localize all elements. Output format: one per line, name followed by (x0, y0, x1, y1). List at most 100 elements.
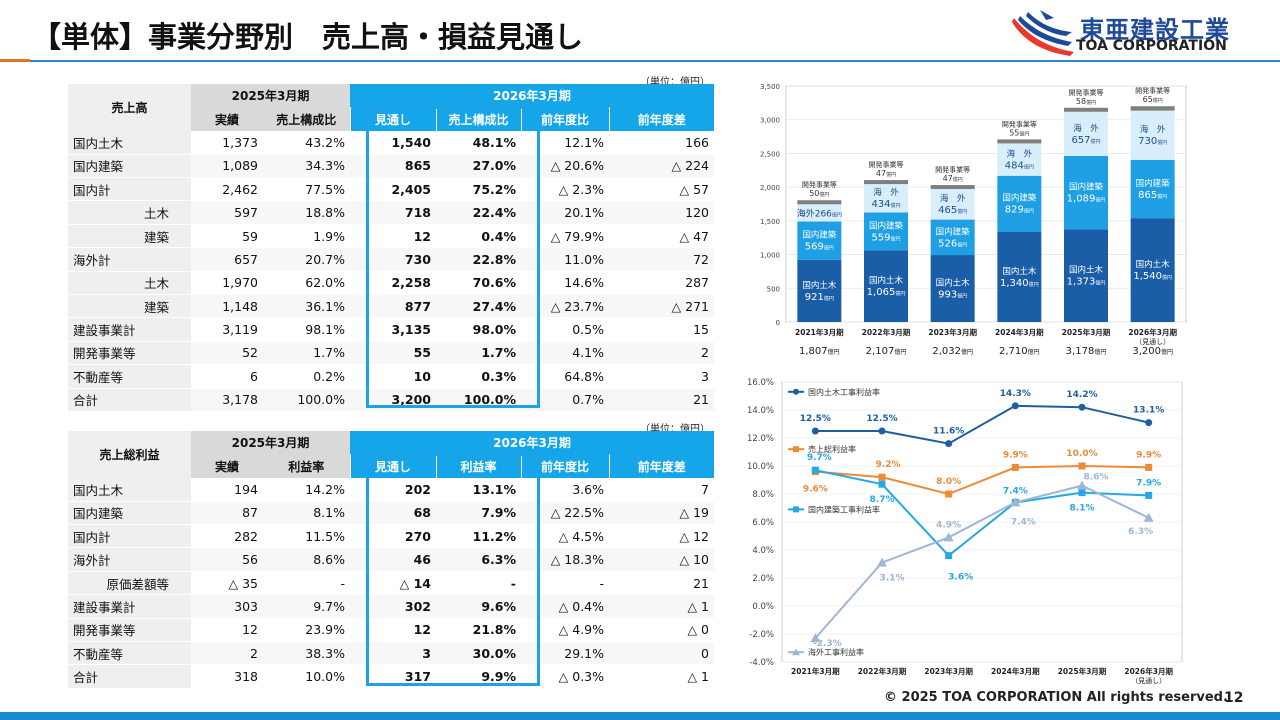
table-cell: 18.8% (263, 200, 350, 225)
table-cell: △ 23.7% (521, 294, 609, 319)
data-label: 9.9% (1136, 450, 1161, 460)
table-row: 土木 1,970 62.0% 2,258 70.6% 14.6% 287 (68, 271, 714, 296)
table-cell: 98.1% (263, 317, 350, 342)
page-title: 【単体】事業分野別 売上高・損益見通し (32, 20, 584, 54)
x-tick-label: 2025年3月期 (1062, 327, 1111, 337)
gross-profit-table: 売上総利益 2025年3月期 2026年3月期 実績 利益率 見通し 利益率 前年度比前… (68, 431, 714, 689)
table-cell: 718 (350, 200, 436, 225)
sales-bar-chart: 05001,0001,5002,0002,5003,0003,500国内土木92… (760, 83, 1187, 357)
table-cell: △ 22.5% (521, 501, 609, 526)
data-point (945, 490, 953, 498)
legend-label: 海外工事利益率 (808, 647, 864, 657)
y-tick-label: 12.0% (747, 434, 774, 444)
table-cell: 21 (609, 387, 714, 412)
bar-segment-overseas (1130, 110, 1175, 160)
table-cell: 10.0% (263, 664, 350, 689)
table-cell: 68 (350, 501, 436, 526)
table-cell: 14.6% (521, 271, 609, 296)
table-row: 開発事業等 12 23.9% 12 21.8% △ 4.9% △ 0 (68, 618, 714, 643)
y-tick-label: 500 (767, 285, 780, 293)
bar-segment-overseas (930, 188, 975, 220)
y-tick-label: 4.0% (752, 546, 774, 556)
data-point (1145, 463, 1153, 471)
table-cell: △ 0.4% (521, 594, 609, 619)
data-point (1143, 512, 1154, 522)
table-cell: 8.1% (263, 501, 350, 526)
table-cell: 0.2% (263, 364, 350, 389)
table-cell: 3 (609, 364, 714, 389)
bar-segment-development (864, 180, 908, 185)
data-point (878, 427, 886, 435)
table2-col-header: 利益率 (435, 454, 521, 478)
bar-segment-domestic-civil (864, 250, 908, 322)
segment-name: 国内土木 (802, 280, 837, 291)
table-cell: 100.0% (436, 387, 521, 412)
y-tick-label: 2,000 (760, 184, 780, 192)
bar-segment-domestic-building (864, 212, 908, 251)
table-cell: 64.8% (521, 364, 609, 389)
legend-label: 国内土木工事利益率 (808, 387, 880, 397)
bar-segment-overseas (1064, 111, 1108, 156)
segment-value: 1,373億円 (1067, 277, 1106, 288)
table-cell: 11.2% (436, 524, 521, 549)
table-cell: 11.0% (521, 247, 609, 272)
title-underline (30, 60, 1280, 62)
y-tick-label: -4.0% (749, 658, 774, 668)
table-cell: 9.7% (263, 594, 350, 619)
legend-label: 国内建築工事利益率 (808, 504, 880, 514)
table-row: 国内土木 194 14.2% 202 13.1% 3.6% 7 (68, 477, 714, 502)
segment-value: 921億円 (805, 292, 834, 303)
data-label: -2.3% (813, 639, 842, 649)
table-cell: 34.3% (263, 154, 350, 179)
table-cell: 194 (191, 477, 263, 502)
table-cell: △ 224 (609, 154, 714, 179)
table-cell: 597 (191, 200, 263, 225)
data-label: 13.1% (1133, 406, 1164, 416)
bar-segment-development (1130, 106, 1175, 111)
segment-value: 55億円 (1009, 128, 1029, 137)
data-label: 3.1% (880, 574, 905, 584)
table-cell: 12 (191, 618, 263, 643)
row-label: 合計 (68, 387, 191, 412)
segment-value: 657億円 (1071, 135, 1100, 146)
row-label: 土木 (68, 200, 191, 225)
segment-value: 海外266億円 (797, 208, 842, 220)
table1-col-header: 売上構成比 (435, 107, 521, 131)
table1-col-header: 実績 (191, 107, 263, 131)
y-tick-label: 3,500 (760, 83, 780, 91)
data-point (1145, 491, 1153, 499)
bar-segment-overseas (864, 183, 908, 213)
data-label: 12.5% (800, 414, 831, 424)
table-row: 国内土木 1,373 43.2% 1,540 48.1% 12.1% 166 (68, 130, 714, 155)
table2-period-next: 2026年3月期 (350, 431, 714, 455)
segment-value: 559億円 (871, 232, 900, 243)
data-label: 14.2% (1066, 390, 1097, 400)
table-cell: △ 47 (609, 224, 714, 249)
table-cell: - (521, 571, 609, 596)
table-cell: 0.4% (436, 224, 521, 249)
y-tick-label: 0.0% (752, 602, 774, 612)
data-point (945, 552, 953, 560)
bar-segment-development (997, 139, 1042, 144)
table-cell: 1.7% (436, 341, 521, 366)
bar-total: 1,807億円 (799, 346, 840, 357)
x-tick-label: 2023年3月期 (928, 327, 977, 337)
segment-value: 434億円 (871, 199, 900, 210)
table-cell: 36.1% (263, 294, 350, 319)
bar-segment-development (797, 200, 842, 205)
x-tick-label: 2022年3月期 (858, 666, 907, 676)
table-cell: △ 0 (609, 618, 714, 643)
sales-table: 売上高 2025年3月期 2026年3月期 実績 売上構成比 見通し 売上構成比 前年度… (68, 84, 714, 412)
table-cell: △ 1 (609, 664, 714, 689)
table-cell: 270 (350, 524, 436, 549)
table-row: 国内計 282 11.5% 270 11.2% △ 4.5% △ 12 (68, 524, 714, 549)
table-row: 海外計 56 8.6% 46 6.3% △ 18.3% △ 10 (68, 547, 714, 572)
table-cell: 72 (609, 247, 714, 272)
segment-value: 58億円 (1076, 97, 1096, 106)
bar-segment-overseas (997, 143, 1042, 176)
table-cell: 3,119 (191, 317, 263, 342)
table-row: 国内建築 1,089 34.3% 865 27.0% △ 20.6% △ 224 (68, 154, 714, 179)
segment-value: 569億円 (805, 242, 834, 253)
data-label: 8.6% (1084, 473, 1109, 483)
segment-name: 国内建築 (1002, 193, 1037, 204)
